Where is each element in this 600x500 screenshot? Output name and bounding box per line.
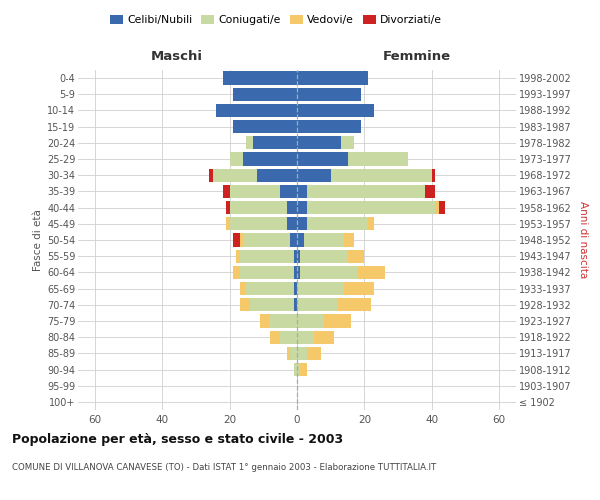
Bar: [297, 217, 307, 230]
Bar: [307, 185, 425, 198]
Bar: [324, 314, 351, 328]
Bar: [233, 120, 297, 134]
Bar: [297, 346, 307, 360]
Bar: [287, 346, 290, 360]
Bar: [250, 298, 293, 312]
Bar: [216, 104, 297, 117]
Bar: [331, 168, 432, 182]
Bar: [293, 266, 297, 279]
Bar: [253, 136, 297, 149]
Bar: [233, 266, 240, 279]
Bar: [230, 217, 287, 230]
Bar: [368, 217, 374, 230]
Bar: [297, 168, 331, 182]
Bar: [297, 234, 304, 246]
Bar: [293, 250, 297, 263]
Bar: [280, 185, 297, 198]
Text: COMUNE DI VILLANOVA CANAVESE (TO) - Dati ISTAT 1° gennaio 2003 - Elaborazione TU: COMUNE DI VILLANOVA CANAVESE (TO) - Dati…: [12, 462, 436, 471]
Bar: [297, 120, 361, 134]
Bar: [240, 298, 250, 312]
Bar: [297, 104, 374, 117]
Bar: [257, 168, 297, 182]
Bar: [337, 298, 371, 312]
Bar: [230, 152, 243, 166]
Bar: [301, 250, 347, 263]
Bar: [344, 282, 374, 295]
Bar: [243, 152, 297, 166]
Y-axis label: Anni di nascita: Anni di nascita: [578, 202, 589, 278]
Bar: [439, 201, 445, 214]
Bar: [307, 201, 435, 214]
Bar: [247, 136, 253, 149]
Bar: [213, 168, 257, 182]
Bar: [287, 217, 297, 230]
Bar: [293, 282, 297, 295]
Bar: [293, 363, 297, 376]
Bar: [347, 152, 408, 166]
Bar: [297, 185, 307, 198]
Bar: [260, 314, 270, 328]
Bar: [247, 282, 293, 295]
Bar: [233, 234, 240, 246]
Bar: [344, 234, 354, 246]
Bar: [341, 136, 354, 149]
Bar: [314, 330, 334, 344]
Bar: [240, 266, 293, 279]
Bar: [297, 72, 368, 85]
Bar: [223, 72, 297, 85]
Bar: [223, 185, 230, 198]
Bar: [270, 314, 297, 328]
Bar: [297, 282, 344, 295]
Bar: [297, 201, 307, 214]
Bar: [307, 346, 320, 360]
Bar: [297, 250, 301, 263]
Bar: [297, 363, 301, 376]
Bar: [230, 201, 287, 214]
Bar: [226, 217, 230, 230]
Bar: [297, 298, 337, 312]
Bar: [347, 250, 364, 263]
Bar: [233, 88, 297, 101]
Bar: [301, 363, 307, 376]
Bar: [290, 346, 297, 360]
Bar: [290, 234, 297, 246]
Legend: Celibi/Nubili, Coniugati/e, Vedovi/e, Divorziati/e: Celibi/Nubili, Coniugati/e, Vedovi/e, Di…: [106, 10, 446, 29]
Bar: [230, 185, 280, 198]
Bar: [243, 234, 290, 246]
Bar: [209, 168, 213, 182]
Bar: [287, 201, 297, 214]
Text: Femmine: Femmine: [383, 50, 451, 62]
Bar: [297, 136, 341, 149]
Bar: [293, 298, 297, 312]
Bar: [297, 330, 314, 344]
Y-axis label: Fasce di età: Fasce di età: [32, 209, 43, 271]
Bar: [226, 201, 230, 214]
Bar: [301, 266, 358, 279]
Bar: [297, 88, 361, 101]
Bar: [240, 282, 247, 295]
Bar: [280, 330, 297, 344]
Bar: [297, 266, 301, 279]
Bar: [304, 234, 344, 246]
Bar: [358, 266, 385, 279]
Text: Maschi: Maschi: [151, 50, 203, 62]
Bar: [435, 201, 439, 214]
Bar: [432, 168, 435, 182]
Bar: [240, 234, 243, 246]
Bar: [240, 250, 293, 263]
Bar: [307, 217, 368, 230]
Bar: [425, 185, 435, 198]
Text: Popolazione per età, sesso e stato civile - 2003: Popolazione per età, sesso e stato civil…: [12, 432, 343, 446]
Bar: [297, 314, 324, 328]
Bar: [236, 250, 240, 263]
Bar: [297, 152, 347, 166]
Bar: [270, 330, 280, 344]
